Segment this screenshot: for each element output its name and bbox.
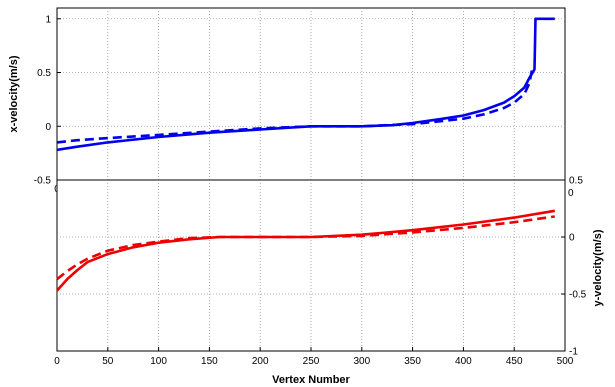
top-ytick-label: -0.5 (34, 176, 52, 187)
top-ytick-label: 0 (45, 122, 51, 133)
bottom-xtick-label: 200 (252, 356, 269, 367)
bottom-plot-area (56, 179, 566, 352)
bottom-xtick-label: 250 (303, 356, 320, 367)
top-ytick-label: 0.5 (37, 68, 51, 79)
bottom-dashed-series-line (56, 215, 555, 281)
top-plot-area (56, 7, 566, 181)
bottom-xtick-label: 500 (557, 356, 574, 367)
top-series (56, 17, 555, 152)
bottom-ticks: -1-0.500.50 50 100 150 200 250 300 350 400 450 500… (54, 176, 586, 368)
top-dashed-series-line (56, 66, 534, 144)
bottom-ytick-label: 0.5 (569, 176, 583, 187)
top-panel: -0.500.510 x-velocity(m/s) (8, 7, 566, 195)
top-ytick-label: 1 (45, 14, 51, 25)
bottom-xtick-label: 450 (506, 356, 523, 367)
bottom-ytick-label: 0 (569, 233, 575, 244)
bottom-xtick-label: 150 (201, 356, 218, 367)
bottom-xtick-label: 50 (102, 356, 114, 367)
bottom-xtick-label: 100 (150, 356, 167, 367)
bottom-grid (57, 180, 565, 351)
bottom-xtick-label: 350 (404, 356, 421, 367)
top-y-axis-label: x-velocity(m/s) (8, 55, 20, 132)
bottom-series (56, 209, 556, 292)
bottom-panel: -1-0.500.50 50 100 150 200 250 300 350 400 450 500… (54, 176, 604, 387)
bottom-xtick-label: 0 (54, 356, 60, 367)
bottom-xtick-label: 300 (353, 356, 370, 367)
bottom-xtick-label: 400 (455, 356, 472, 367)
bottom-ytick-label: -1 (569, 347, 578, 358)
bottom-x-axis-label: Vertex Number (272, 374, 350, 386)
bottom-y-axis-label: y-velocity(m/s) (592, 229, 604, 306)
bottom-corner-tick-label: 0 (568, 188, 574, 199)
bottom-ytick-label: -0.5 (569, 290, 587, 301)
top-grid (57, 8, 565, 180)
